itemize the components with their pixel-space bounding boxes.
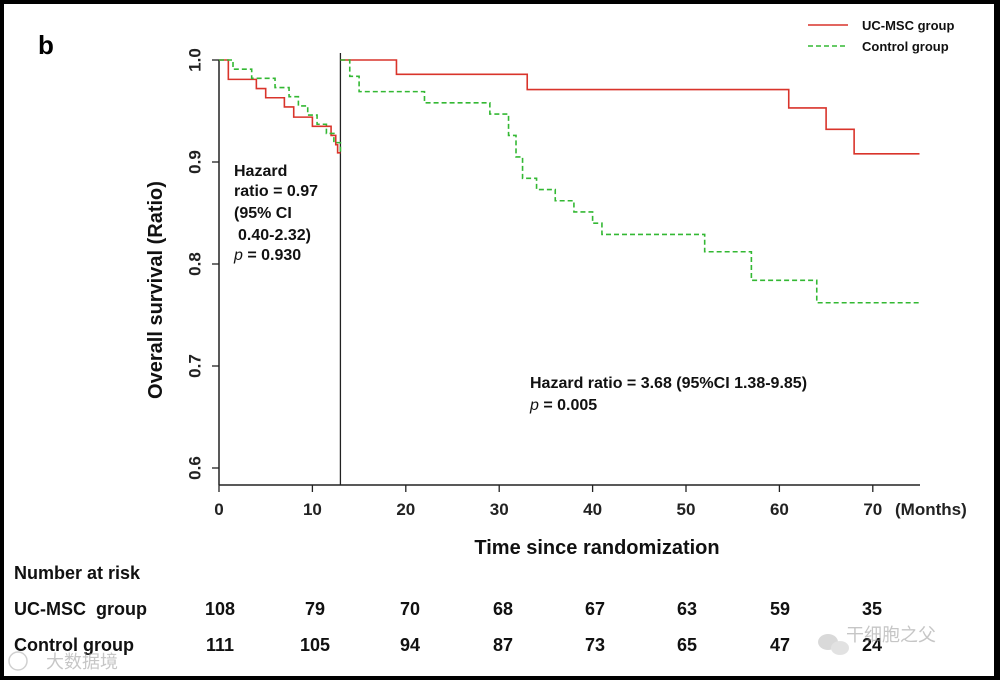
y-axis-label: Overall survival (Ratio) (145, 181, 167, 399)
early-hazard-line-3: (95% CI (234, 205, 292, 222)
y-tick-label: 0.7 (185, 354, 204, 378)
risk-value-cell: 79 (305, 599, 325, 619)
y-tick-label: 0.8 (185, 252, 204, 276)
x-tick-label: 70 (863, 500, 882, 519)
risk-value-cell: 87 (493, 635, 513, 655)
early-p-label: p (233, 247, 243, 264)
x-tick-label: 0 (214, 500, 223, 519)
y-tick-label: 1.0 (185, 48, 204, 72)
uc-msc-late-curve (340, 59, 920, 155)
x-tick-label: 10 (303, 500, 322, 519)
risk-value-cell: 59 (770, 599, 790, 619)
control-early-curve (219, 59, 342, 152)
early-p-number: = 0.930 (243, 247, 301, 264)
risk-values: 108 79 70 68 67 63 59 35 111 105 94 87 73 65 47 24 (205, 599, 882, 655)
watermark-right: 干细胞之父 (846, 625, 936, 645)
uc-msc-early-curve (219, 59, 341, 154)
risk-value-cell: 67 (585, 599, 605, 619)
risk-value-cell: 35 (862, 599, 882, 619)
risk-table: Number at risk UC-MSC group Control grou… (14, 563, 882, 655)
x-tick-label: 20 (396, 500, 415, 519)
watermarks: 大数据境 干细胞之父 (8, 625, 936, 672)
late-hazard-text: Hazard ratio = 3.68 (95%CI 1.38-9.85) (530, 375, 807, 392)
legend: UC-MSC group Control group (808, 18, 954, 54)
legend-label-control: Control group (862, 39, 949, 54)
panel-label: b (38, 30, 54, 60)
y-tick-label: 0.9 (185, 150, 204, 174)
x-tick-label: 30 (490, 500, 509, 519)
late-p-number: = 0.005 (539, 397, 597, 414)
risk-value-cell: 70 (400, 599, 420, 619)
early-p-value: p = 0.930 (233, 247, 301, 264)
watermark-left: 大数据境 (46, 652, 118, 672)
risk-value-cell: 105 (300, 635, 330, 655)
risk-table-title: Number at risk (14, 563, 141, 583)
x-ticks: 0 10 20 30 40 50 60 70 (214, 485, 882, 519)
risk-value-cell: 108 (205, 599, 235, 619)
wechat-icon (818, 634, 849, 655)
risk-row-label-uc-msc: UC-MSC group (14, 599, 147, 619)
y-tick-label: 0.6 (185, 456, 204, 480)
x-axis-label: Time since randomization (474, 537, 719, 559)
risk-value-cell: 68 (493, 599, 513, 619)
risk-value-cell: 65 (677, 635, 697, 655)
early-hazard-annotation: Hazard ratio = 0.97 (95% CI 0.40-2.32) p… (233, 163, 318, 264)
late-p-value: p = 0.005 (529, 397, 597, 414)
x-tick-label: 50 (677, 500, 696, 519)
x-tick-label: 60 (770, 500, 789, 519)
risk-value-cell: 94 (400, 635, 420, 655)
risk-row-label-control: Control group (14, 635, 134, 655)
early-hazard-line-4: 0.40-2.32) (238, 227, 311, 244)
early-hazard-line-1: Hazard (234, 163, 287, 180)
risk-value-cell: 47 (770, 635, 790, 655)
x-unit-label: (Months) (895, 500, 967, 519)
control-late-curve (340, 59, 920, 304)
legend-label-uc-msc: UC-MSC group (862, 18, 954, 33)
watermark-left-logo-icon (8, 651, 28, 671)
survival-curves (219, 59, 920, 304)
early-hazard-line-2: ratio = 0.97 (234, 183, 318, 200)
risk-value-cell: 111 (206, 635, 234, 655)
figure-frame (4, 4, 994, 676)
x-tick-label: 40 (583, 500, 602, 519)
risk-value-cell: 63 (677, 599, 697, 619)
y-ticks: 0.6 0.7 0.8 0.9 1.0 (185, 48, 219, 480)
risk-value-cell: 24 (862, 635, 882, 655)
risk-value-cell: 73 (585, 635, 605, 655)
late-hazard-annotation: Hazard ratio = 3.68 (95%CI 1.38-9.85) p … (529, 375, 807, 414)
late-p-label: p (529, 397, 539, 414)
